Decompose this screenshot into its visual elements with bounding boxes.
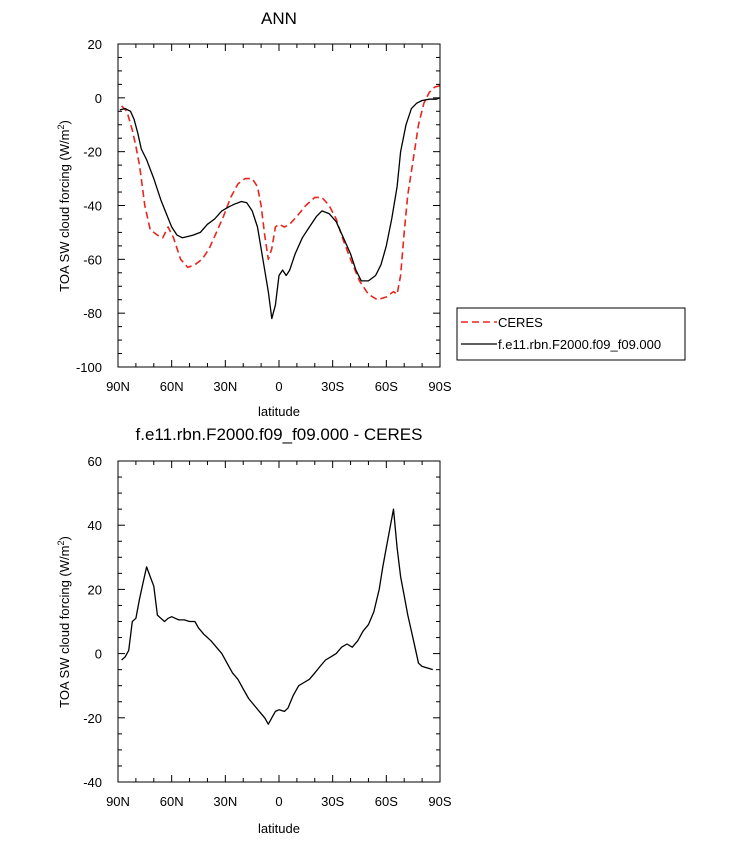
tick-marks: [117, 460, 441, 783]
chart-title: f.e11.rbn.F2000.f09_f09.000 - CERES: [136, 425, 423, 444]
plot-frame: [117, 43, 441, 368]
x-tick-label: 90S: [428, 794, 451, 809]
tick-marks: [117, 43, 441, 368]
y-axis-title-main: TOA SW cloud forcing (W/m: [57, 130, 72, 292]
legend-box: [456, 307, 686, 361]
y-axis-title-sup: 2: [56, 125, 66, 130]
y-tick-label: -100: [76, 360, 102, 375]
y-axis-title: TOA SW cloud forcing (W/m2): [56, 536, 72, 708]
y-tick-labels: 20 0 -20 -40 -60 -80 -100: [76, 37, 102, 375]
x-tick-label: 60S: [375, 379, 398, 394]
y-axis-title-end: ): [57, 536, 72, 540]
series-line-difference: [121, 508, 433, 725]
series-lines: [119, 84, 441, 320]
y-tick-label: 60: [88, 454, 102, 469]
y-tick-label: -80: [83, 306, 102, 321]
panel-difference: f.e11.rbn.F2000.f09_f09.000 - CERES 60 40…: [56, 425, 452, 836]
y-tick-label: 20: [88, 37, 102, 52]
x-axis-title: latitude: [258, 821, 300, 836]
x-tick-labels: 90N 60N 30N 0 30S 60S 90S: [106, 794, 452, 809]
legend-label-ceres: CERES: [498, 315, 543, 330]
x-tick-label: 30N: [213, 794, 237, 809]
y-axis-title: TOA SW cloud forcing (W/m2): [56, 120, 72, 292]
y-tick-label: -20: [83, 711, 102, 726]
x-tick-label: 60N: [160, 379, 184, 394]
x-tick-label: 30S: [321, 379, 344, 394]
y-tick-label: -60: [83, 252, 102, 267]
series-line-ceres: [121, 84, 441, 301]
x-tick-label: 30N: [213, 379, 237, 394]
y-axis-title-main: TOA SW cloud forcing (W/m: [57, 546, 72, 708]
legend-label-model: f.e11.rbn.F2000.f09_f09.000: [498, 337, 661, 352]
x-axis-title: latitude: [258, 404, 300, 419]
y-tick-label: -40: [83, 199, 102, 214]
legend: CERES f.e11.rbn.F2000.f09_f09.000: [456, 307, 686, 361]
x-tick-label: 0: [275, 794, 282, 809]
x-tick-label: 90N: [106, 794, 130, 809]
x-tick-label: 90S: [428, 379, 451, 394]
x-tick-label: 60S: [375, 794, 398, 809]
y-axis-title-sup: 2: [56, 541, 66, 546]
y-tick-label: 20: [88, 582, 102, 597]
x-tick-label: 0: [275, 379, 282, 394]
y-tick-label: -40: [83, 775, 102, 790]
plot-frame: [117, 460, 441, 783]
panel-ann: ANN 20 0 -20 -40 -60 -80 -100 90N 60N 30N 0 30S 60S…: [56, 9, 686, 419]
chart-title: ANN: [261, 9, 297, 28]
series-line-f-e11-rbn-f2000-f09-f09-000: [119, 97, 441, 320]
x-tick-labels: 90N 60N 30N 0 30S 60S 90S: [106, 379, 452, 394]
y-axis-title-end: ): [57, 120, 72, 124]
y-tick-labels: 60 40 20 0 -20 -40: [83, 454, 102, 790]
y-tick-label: 0: [95, 91, 102, 106]
y-tick-label: -20: [83, 145, 102, 160]
x-tick-label: 30S: [321, 794, 344, 809]
x-tick-label: 60N: [160, 794, 184, 809]
y-tick-label: 40: [88, 518, 102, 533]
series-lines: [121, 508, 433, 725]
x-tick-label: 90N: [106, 379, 130, 394]
y-tick-label: 0: [95, 647, 102, 662]
